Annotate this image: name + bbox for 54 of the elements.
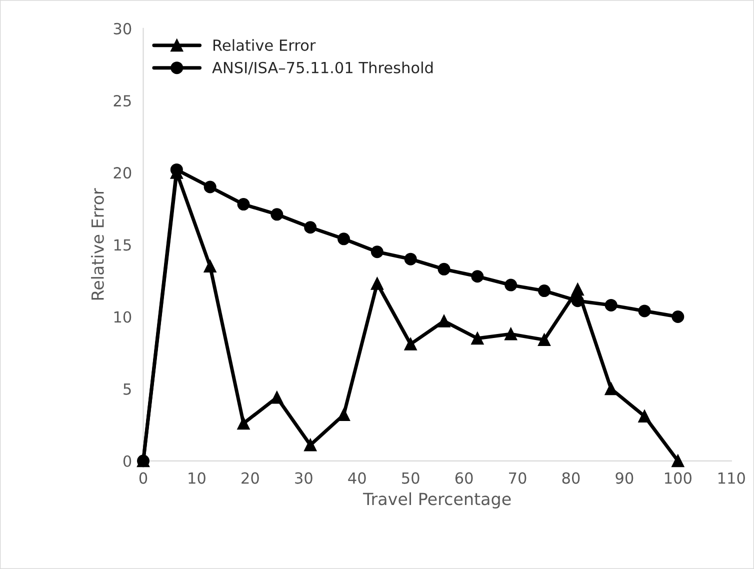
point xyxy=(237,198,250,211)
point xyxy=(471,332,484,345)
x-tick-label: 30 xyxy=(295,472,312,484)
point xyxy=(604,382,618,396)
point xyxy=(370,277,384,290)
x-tick-label: 60 xyxy=(455,472,473,484)
point xyxy=(404,252,417,266)
x-tick-label: 70 xyxy=(509,472,526,484)
x-tick-label: 50 xyxy=(402,472,420,484)
point xyxy=(471,270,484,283)
point xyxy=(504,278,518,292)
y-tick-label: 0 xyxy=(123,455,132,467)
point xyxy=(604,298,618,312)
x-tick-label: 110 xyxy=(718,472,745,484)
legend-label: ANSI/ISA–75.11.01 Threshold xyxy=(212,62,433,75)
point xyxy=(338,232,350,246)
point xyxy=(270,208,284,221)
x-tick-label: 10 xyxy=(188,472,206,484)
y-tick-label: 15 xyxy=(114,239,131,251)
y-tick-label: 30 xyxy=(114,22,132,34)
point xyxy=(204,180,216,194)
x-tick-label: 40 xyxy=(348,472,366,484)
point xyxy=(438,314,450,328)
point xyxy=(672,310,684,323)
point xyxy=(571,283,584,296)
point xyxy=(270,391,284,404)
point xyxy=(404,338,417,350)
point xyxy=(538,284,550,298)
x-tick-label: 80 xyxy=(562,472,580,484)
point xyxy=(538,334,550,346)
y-tick-label: 5 xyxy=(124,383,131,395)
point xyxy=(672,454,684,468)
point xyxy=(170,163,183,176)
y-axis-title: Relative Error xyxy=(91,188,104,300)
x-axis-title: Travel Percentage xyxy=(362,492,511,508)
point xyxy=(204,260,216,273)
x-tick-label: 0 xyxy=(139,472,148,484)
point xyxy=(370,246,384,258)
x-tick-label: 100 xyxy=(665,472,692,484)
point xyxy=(304,221,317,234)
point xyxy=(638,410,651,422)
point xyxy=(304,438,317,452)
legend-label: Relative Error xyxy=(214,39,316,51)
point xyxy=(438,262,450,276)
y-tick-label: 10 xyxy=(114,311,132,323)
point xyxy=(338,408,350,422)
y-tick-label: 20 xyxy=(114,167,132,179)
x-tick-label: 20 xyxy=(242,472,259,484)
point xyxy=(504,328,518,340)
point xyxy=(237,417,250,430)
x-tick-label: 90 xyxy=(616,472,634,484)
point xyxy=(571,294,584,308)
point xyxy=(638,304,651,318)
y-tick-label: 25 xyxy=(114,94,131,107)
